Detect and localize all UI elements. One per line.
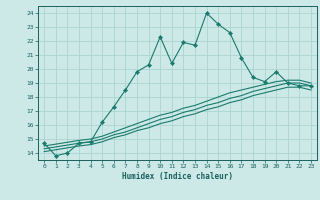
X-axis label: Humidex (Indice chaleur): Humidex (Indice chaleur)	[122, 172, 233, 181]
